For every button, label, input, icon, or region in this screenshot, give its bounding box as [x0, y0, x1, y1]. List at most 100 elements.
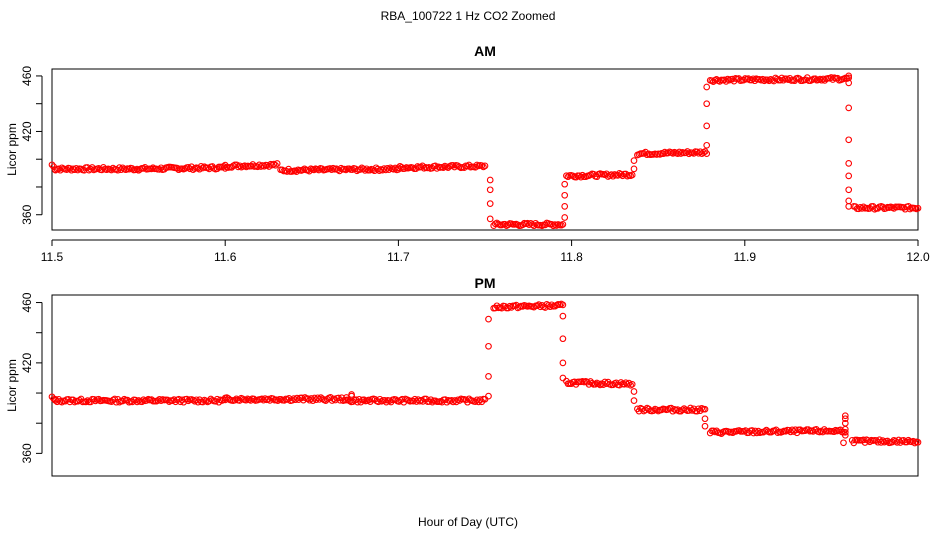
- data-point: [541, 221, 549, 229]
- data-point: [816, 75, 824, 83]
- data-point: [749, 75, 757, 83]
- data-point: [486, 215, 494, 223]
- data-point: [525, 221, 533, 228]
- data-point: [840, 439, 847, 447]
- data-point: [439, 164, 447, 171]
- data-point: [173, 164, 181, 172]
- data-point: [703, 83, 711, 91]
- data-point: [143, 397, 151, 404]
- data-point: [630, 397, 638, 404]
- data-point: [486, 186, 494, 194]
- data-point: [664, 149, 672, 157]
- data-point: [433, 165, 441, 172]
- data-point: [567, 380, 575, 388]
- x-tick-label: 11.7: [387, 250, 410, 264]
- data-point: [504, 221, 512, 229]
- data-point: [361, 167, 369, 174]
- data-point: [242, 396, 250, 404]
- data-point: [481, 162, 489, 170]
- data-point: [701, 415, 709, 423]
- data-point: [92, 397, 99, 405]
- data-point: [614, 172, 622, 179]
- y-tick-label: 460: [20, 66, 34, 86]
- x-axis-label: Hour of Day (UTC): [417, 515, 518, 529]
- data-point: [845, 172, 853, 180]
- data-point: [501, 302, 509, 310]
- data-point: [579, 171, 586, 179]
- plot-frame: [51, 68, 919, 231]
- data-point: [66, 165, 74, 172]
- data-point: [591, 380, 599, 388]
- data-point: [877, 439, 885, 446]
- data-point: [63, 166, 71, 173]
- data-point: [845, 104, 853, 112]
- data-point: [588, 379, 596, 387]
- data-point: [356, 166, 364, 173]
- data-point: [617, 379, 625, 386]
- data-point: [845, 79, 853, 87]
- data-point: [486, 176, 494, 184]
- data-point: [659, 150, 667, 158]
- data-point: [695, 405, 702, 413]
- data-point: [559, 312, 567, 320]
- data-point: [156, 166, 163, 173]
- data-point: [148, 165, 155, 173]
- data-point: [528, 221, 536, 228]
- data-point: [272, 161, 279, 169]
- data-point: [506, 302, 514, 310]
- data-point: [755, 427, 762, 435]
- data-point: [270, 160, 278, 168]
- data-point: [295, 396, 302, 403]
- data-point: [703, 100, 711, 108]
- data-point: [220, 163, 227, 170]
- data-point: [199, 398, 207, 406]
- data-point: [417, 396, 425, 404]
- data-point: [661, 148, 669, 156]
- data-point: [157, 164, 165, 172]
- x-tick-label: 11.8: [560, 250, 583, 264]
- y-axis-label: Licor ppm: [5, 123, 19, 176]
- data-point: [449, 161, 457, 169]
- data-point: [624, 380, 631, 388]
- data-point: [841, 415, 849, 423]
- data-point: [234, 163, 242, 171]
- data-point: [858, 205, 866, 212]
- data-point: [760, 77, 768, 85]
- data-point: [140, 396, 147, 404]
- data-point: [250, 395, 258, 403]
- x-tick-label: 11.5: [41, 250, 64, 264]
- data-point: [745, 75, 752, 82]
- data-point: [348, 166, 356, 173]
- data-point: [628, 380, 636, 388]
- data-point: [90, 395, 98, 403]
- data-point: [685, 150, 693, 158]
- data-point: [914, 204, 922, 212]
- data-point: [748, 76, 755, 84]
- data-point: [348, 392, 355, 400]
- data-point: [87, 165, 94, 173]
- data-point: [721, 76, 728, 84]
- data-point: [284, 396, 291, 403]
- x-tick-label: 11.6: [214, 250, 237, 264]
- data-point: [52, 397, 59, 404]
- data-point: [785, 426, 793, 434]
- data-point: [156, 395, 163, 403]
- data-point: [561, 191, 569, 199]
- data-point: [905, 436, 912, 444]
- data-point: [811, 75, 819, 83]
- data-point: [559, 335, 567, 343]
- data-point: [753, 429, 761, 437]
- data-point: [819, 75, 827, 83]
- data-point: [619, 172, 626, 180]
- data-point: [669, 150, 677, 157]
- data-point: [398, 163, 405, 171]
- data-point: [241, 162, 249, 170]
- data-point: [561, 180, 569, 188]
- data-point: [236, 162, 244, 170]
- data-point: [486, 200, 494, 207]
- data-point: [564, 173, 572, 181]
- data-point: [559, 359, 567, 367]
- data-point: [108, 166, 115, 174]
- y-tick-label: 360: [20, 204, 34, 224]
- data-point: [856, 203, 864, 211]
